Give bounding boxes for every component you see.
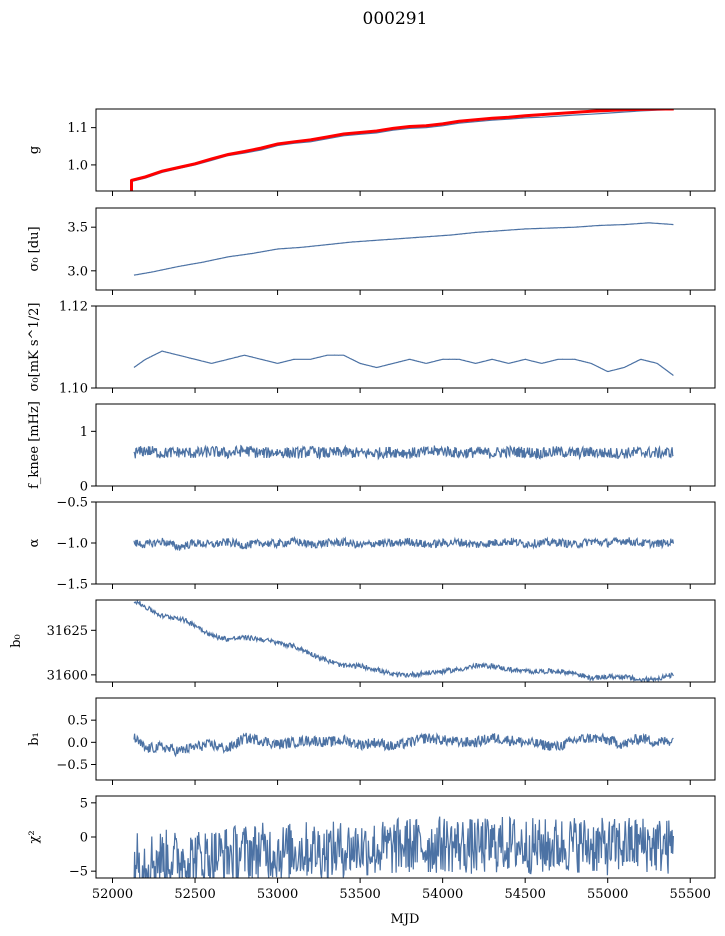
- axes-frame-sigma0_du: [95, 207, 716, 291]
- axes-frame-b1: [95, 697, 716, 781]
- y-tick-label-chi2: 0: [80, 831, 88, 846]
- y-tick-label-g: 1.0: [67, 158, 88, 173]
- y-tick-label-b1: 0.0: [67, 736, 88, 751]
- y-tick-label-chi2: 5: [80, 796, 88, 811]
- y-tick-label-b1: −0.5: [56, 758, 88, 773]
- x-tick-label: 54500: [504, 887, 545, 902]
- y-axis-label-alpha: α: [27, 538, 42, 547]
- panel-g: 1.0 1.1 g: [27, 108, 716, 196]
- y-axis-label-sigma0_mk: σ₀[mK s^1/2]: [27, 303, 42, 392]
- y-tick-label-sigma0_du: 3.5: [67, 221, 88, 236]
- series-b0-data: [133, 600, 674, 682]
- panels: 1.0 1.1 g 3.0 3.5 σ₀ [du] 1.10 1.12 σ₀[mK s^1/2]…: [9, 108, 716, 902]
- axes-frame-g: [95, 108, 716, 192]
- panel-chi2: −5 0 5 52000 52500 53000 53500 54000 54500 55000 5…: [27, 795, 716, 902]
- y-tick-label-g: 1.1: [67, 121, 88, 136]
- y-tick-label-sigma0_mk: 1.10: [59, 382, 88, 397]
- series-alpha-data: [133, 536, 674, 551]
- series-g-model: [130, 109, 674, 183]
- panel-fknee: 0 1 f_knee [mHz]: [27, 401, 716, 495]
- x-tick-label: 55000: [587, 887, 628, 902]
- panel-alpha: −1.5 −1.0 −0.5 α: [27, 496, 716, 593]
- axes-frame-b0: [95, 599, 716, 683]
- panel-b0: 31600 31625 b₀: [9, 599, 716, 687]
- y-tick-label-alpha: −1.5: [56, 578, 88, 593]
- y-axis-label-chi2: χ²: [27, 830, 42, 843]
- y-tick-label-alpha: −0.5: [56, 496, 88, 511]
- y-tick-label-alpha: −1.0: [56, 537, 88, 552]
- panel-sigma0_mk: 1.10 1.12 σ₀[mK s^1/2]: [27, 300, 716, 397]
- y-tick-label-sigma0_mk: 1.12: [59, 300, 88, 315]
- x-tick-label: 52500: [174, 887, 215, 902]
- y-tick-label-fknee: 0: [80, 480, 88, 495]
- y-tick-label-b0: 31600: [47, 668, 88, 683]
- x-tick-label: 55500: [670, 887, 711, 902]
- series-b1-data: [133, 732, 674, 758]
- y-tick-label-chi2: −5: [69, 865, 88, 880]
- x-tick-label: 54000: [422, 887, 463, 902]
- y-tick-label-b1: 0.5: [67, 714, 88, 729]
- y-tick-label-fknee: 1: [80, 425, 88, 440]
- y-axis-label-sigma0_du: σ₀ [du]: [27, 226, 42, 271]
- series-fknee-data: [133, 444, 674, 461]
- y-axis-label-fknee: f_knee [mHz]: [27, 401, 42, 489]
- y-axis-label-b1: b₁: [27, 732, 42, 746]
- panel-b1: −0.5 0.0 0.5 b₁: [27, 697, 716, 785]
- y-axis-label-b0: b₀: [9, 634, 24, 648]
- x-axis-label: MJD: [391, 912, 420, 927]
- y-axis-label-g: g: [27, 146, 42, 154]
- series-chi2-data: [133, 815, 674, 878]
- y-tick-label-sigma0_du: 3.0: [67, 264, 88, 279]
- figure-title: 000291: [363, 9, 428, 29]
- series-sigma0_du-data: [133, 222, 674, 276]
- x-tick-label: 53000: [257, 887, 298, 902]
- x-tick-label: 53500: [339, 887, 380, 902]
- y-tick-label-b0: 31625: [47, 624, 88, 639]
- axes-frame-fknee: [95, 403, 716, 487]
- panel-sigma0_du: 3.0 3.5 σ₀ [du]: [27, 207, 716, 295]
- x-tick-label: 52000: [92, 887, 133, 902]
- series-sigma0_mk-data: [133, 350, 674, 376]
- series-g-data: [130, 109, 674, 183]
- axes-frame-sigma0_mk: [95, 305, 716, 389]
